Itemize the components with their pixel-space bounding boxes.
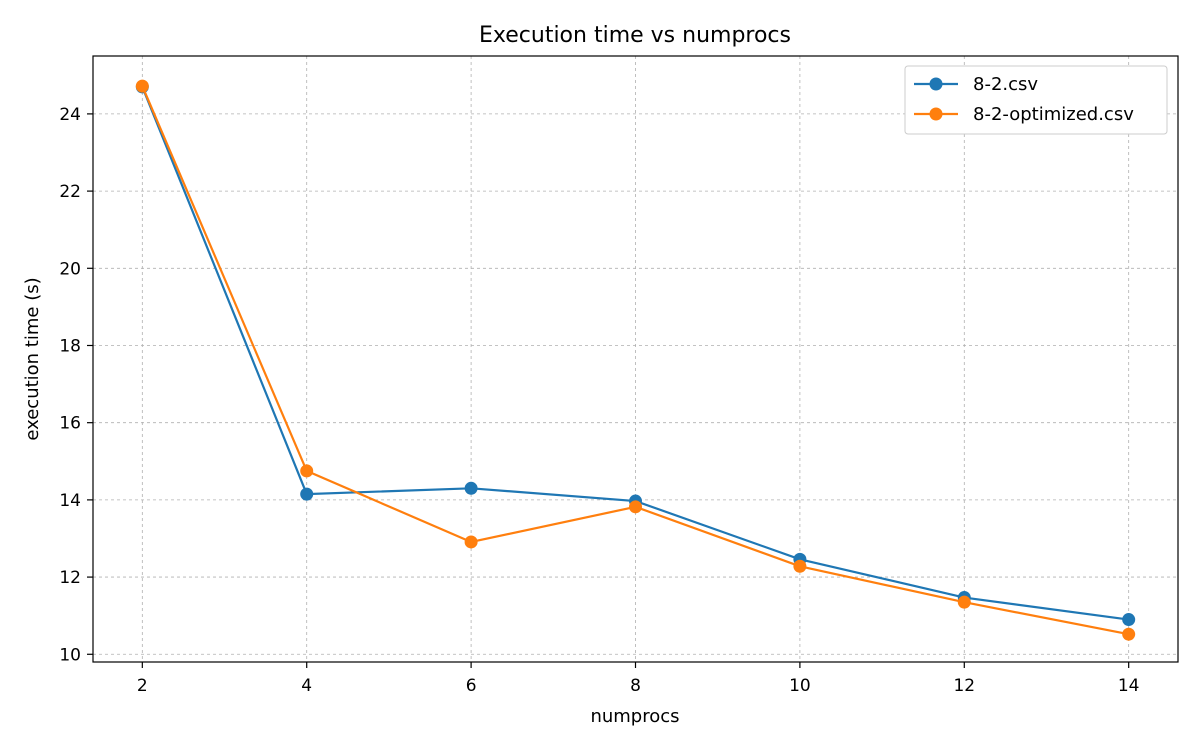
- legend-marker: [929, 77, 943, 91]
- data-point: [793, 559, 807, 573]
- data-point: [629, 500, 642, 514]
- data-point: [957, 595, 971, 609]
- y-tick-label: 14: [59, 491, 81, 511]
- x-tick-label: 6: [466, 676, 477, 696]
- y-tick-label: 16: [59, 414, 81, 434]
- y-tick-label: 18: [59, 336, 81, 356]
- data-point: [135, 79, 149, 93]
- data-point: [300, 464, 314, 478]
- y-tick-label: 22: [59, 182, 81, 202]
- x-tick-label: 10: [789, 676, 811, 696]
- y-axis-ticks: 10 12 14 16 18 20 22 24: [59, 105, 93, 665]
- legend-marker: [929, 107, 943, 121]
- grid-layer: [93, 56, 1178, 662]
- y-tick-label: 20: [59, 259, 81, 279]
- y-tick-label: 12: [59, 568, 81, 588]
- series-layer: [135, 79, 1136, 641]
- x-tick-label: 4: [301, 676, 312, 696]
- data-point: [1122, 613, 1136, 627]
- data-point: [464, 535, 478, 549]
- data-point: [464, 481, 478, 495]
- legend-label: 8-2-optimized.csv: [973, 104, 1134, 125]
- y-axis-label: execution time (s): [22, 277, 43, 440]
- x-tick-label: 12: [953, 676, 975, 696]
- x-tick-label: 2: [137, 676, 148, 696]
- legend: 8-2.csv 8-2-optimized.csv: [904, 65, 1168, 135]
- data-point: [1122, 627, 1136, 641]
- y-tick-label: 24: [59, 105, 81, 125]
- series-2: [135, 79, 1136, 641]
- legend-box: [904, 65, 1168, 135]
- x-axis-ticks: 2 4 6 8 10 12 14: [137, 662, 1140, 696]
- series-line: [141, 85, 1129, 636]
- data-point: [300, 487, 314, 501]
- legend-label: 8-2.csv: [973, 74, 1038, 95]
- x-axis-label: numprocs: [590, 706, 679, 727]
- x-tick-label: 8: [630, 676, 641, 696]
- x-tick-label: 14: [1118, 676, 1140, 696]
- chart-title: Execution time vs numprocs: [479, 23, 791, 48]
- y-tick-label: 10: [59, 645, 81, 665]
